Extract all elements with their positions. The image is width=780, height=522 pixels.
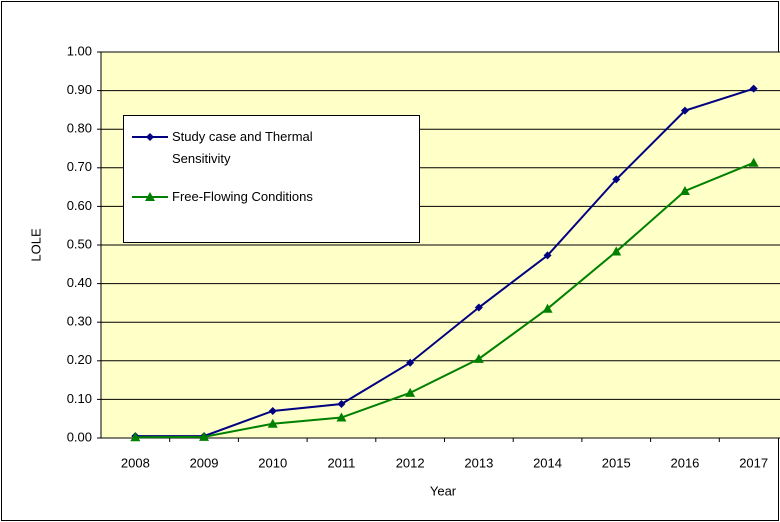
x-tick-label: 2011 [327, 455, 355, 470]
x-axis-label: Year [430, 483, 457, 498]
point-marker [611, 246, 622, 256]
legend-label: Study case and Thermal Sensitivity [172, 129, 313, 166]
legend-label: Free-Flowing Conditions [172, 189, 313, 204]
x-tick-label: 2016 [670, 455, 699, 470]
legend-entry: Free-Flowing Conditions [130, 186, 413, 208]
legend-icon [132, 192, 168, 201]
y-tick-label: 0.30 [67, 314, 92, 329]
legend-icon [132, 133, 168, 141]
point-marker [130, 432, 141, 442]
point-marker [199, 431, 210, 441]
y-tick-label: 0.10 [67, 391, 92, 406]
x-tick-label: 2012 [396, 455, 425, 470]
legend-entry: Study case and Thermal Sensitivity [130, 126, 413, 170]
point-marker [748, 157, 759, 167]
point-marker [543, 251, 552, 260]
x-tick-label: 2008 [121, 455, 150, 470]
series-line [135, 87, 754, 438]
y-tick-label: 0.80 [67, 121, 92, 136]
point-marker [145, 192, 155, 201]
x-tick-label: 2014 [533, 455, 562, 470]
y-tick-label: 0.40 [67, 275, 92, 290]
legend: Study case and Thermal Sensitivity Free-F… [123, 115, 420, 243]
x-tick-label: 2009 [190, 455, 219, 470]
x-tick-label: 2010 [258, 455, 287, 470]
point-marker [679, 185, 690, 195]
y-tick-label: 0.50 [67, 236, 92, 251]
point-marker [749, 84, 758, 93]
point-marker [405, 387, 416, 397]
point-marker [146, 133, 154, 141]
point-marker [680, 106, 689, 115]
x-tick-label: 2013 [464, 455, 493, 470]
y-tick-label: 1.00 [67, 43, 92, 58]
point-marker [268, 406, 277, 415]
point-marker [267, 418, 278, 428]
x-tick-label: 2017 [739, 455, 768, 470]
y-tick-label: 0.90 [67, 82, 92, 97]
point-marker [542, 303, 553, 313]
y-tick-label: 0.20 [67, 352, 92, 367]
point-marker [473, 353, 484, 363]
series-line [135, 161, 755, 439]
y-axis-label: LOLE [28, 228, 43, 262]
point-marker [336, 412, 347, 422]
point-marker [406, 358, 415, 367]
point-marker [612, 175, 621, 184]
point-marker [474, 303, 483, 312]
y-tick-label: 0.00 [67, 429, 92, 444]
point-marker [337, 400, 346, 409]
y-tick-label: 0.60 [67, 198, 92, 213]
x-tick-label: 2015 [602, 455, 631, 470]
y-tick-label: 0.70 [67, 159, 92, 174]
